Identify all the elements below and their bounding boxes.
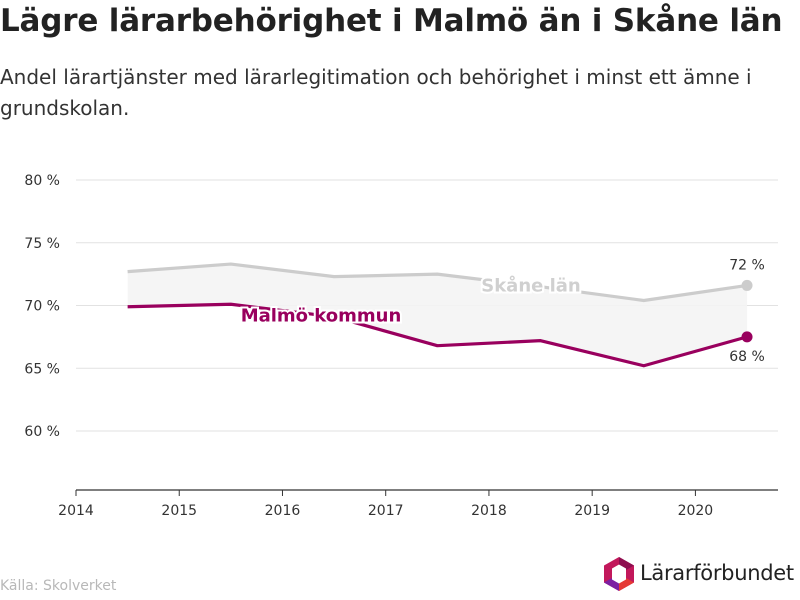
end-point-marker: [741, 331, 753, 343]
y-tick-label: 70 %: [24, 299, 60, 315]
y-tick-label: 60 %: [24, 424, 60, 440]
y-tick-label: 65 %: [24, 361, 60, 377]
x-tick-label: 2019: [574, 503, 610, 519]
band-area: [127, 264, 748, 366]
difference-band: [127, 264, 748, 366]
end-value-label: 68 %: [729, 349, 765, 365]
x-tick-label: 2016: [265, 503, 301, 519]
y-tick-label: 75 %: [24, 236, 60, 252]
hexagon-logo-icon: [604, 557, 634, 591]
series-label-malmo-kommun: Malmö kommun: [241, 306, 402, 327]
y-tick-label: 80 %: [24, 173, 60, 189]
chart-title: Lägre lärarbehörighet i Malmö än i Skåne…: [0, 3, 783, 39]
x-tick-label: 2018: [471, 503, 507, 519]
axes: 60 % 65 % 70 % 75 % 80 % 2014 2015 2016 2017 2018…: [24, 173, 778, 519]
end-value-label: 72 %: [729, 257, 765, 273]
end-point-marker: [741, 279, 753, 291]
logo-text: Lärarförbundet: [640, 561, 794, 585]
x-tick-label: 2020: [678, 503, 714, 519]
series-label-skane-lan: Skåne län: [481, 274, 581, 296]
series-line-skane-lan: [127, 262, 748, 303]
series-labels: 72 % 68 % Skåne län Malmö kommun: [239, 257, 765, 365]
brand-logo: Lärarförbundet: [602, 556, 800, 594]
series-lines: [127, 262, 753, 368]
x-tick-label: 2014: [58, 503, 94, 519]
x-tick-label: 2017: [368, 503, 404, 519]
x-tick-label: 2015: [161, 503, 197, 519]
source-note: Källa: Skolverket: [0, 578, 117, 594]
series-line-malmo-kommun: [127, 302, 748, 368]
chart-subtitle: Andel lärartjänster med lärarlegitimatio…: [0, 65, 752, 120]
